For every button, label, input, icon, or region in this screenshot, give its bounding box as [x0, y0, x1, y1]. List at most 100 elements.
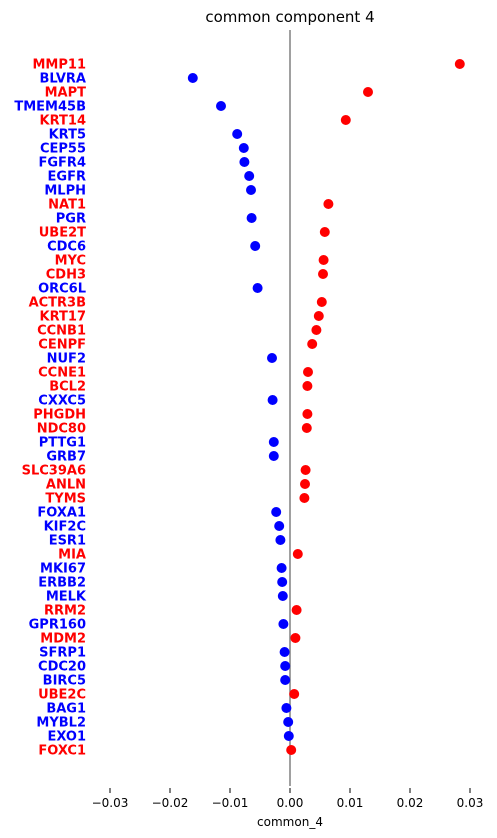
gene-label: KRT5	[49, 128, 86, 143]
data-point	[276, 563, 287, 573]
gene-label: MYBL2	[36, 716, 86, 731]
data-point	[277, 591, 288, 601]
gene-label: NDC80	[37, 422, 86, 437]
data-point	[454, 59, 465, 69]
gene-label: SFRP1	[39, 646, 86, 661]
data-point	[252, 283, 263, 293]
gene-label: MIA	[58, 548, 86, 563]
gene-label: ORC6L	[38, 282, 86, 297]
gene-label: KRT14	[40, 114, 86, 129]
gene-labels: MMP11BLVRAMAPTTMEM45BKRT14KRT5CEP55FGFR4…	[14, 58, 87, 759]
data-point	[271, 507, 282, 517]
data-point	[313, 311, 324, 321]
data-points	[187, 59, 465, 755]
data-point	[292, 549, 303, 559]
data-point	[267, 395, 278, 405]
gene-label: ESR1	[49, 534, 86, 549]
data-point	[250, 241, 261, 251]
data-point	[280, 661, 291, 671]
gene-label: PTTG1	[39, 436, 86, 451]
data-point	[291, 605, 302, 615]
data-point	[246, 213, 257, 223]
x-tick-label: 0.03	[457, 796, 484, 810]
x-axis-label: common_4	[257, 815, 323, 829]
data-point	[267, 353, 277, 363]
data-point	[318, 269, 328, 279]
data-point	[299, 493, 310, 503]
data-point	[279, 647, 290, 657]
gene-label: MKI67	[40, 562, 86, 577]
gene-label: BLVRA	[39, 72, 86, 87]
gene-label: FOXA1	[37, 506, 86, 521]
data-point	[340, 115, 351, 125]
data-point	[280, 675, 291, 685]
data-point	[316, 297, 327, 307]
data-point	[303, 367, 313, 377]
data-point	[302, 381, 313, 391]
gene-label: TMEM45B	[14, 100, 86, 115]
data-point	[283, 731, 294, 741]
gene-label: CCNB1	[37, 324, 86, 339]
gene-label: PHGDH	[33, 408, 86, 423]
gene-label: ANLN	[46, 478, 86, 493]
data-point	[281, 703, 292, 713]
gene-label: FOXC1	[38, 744, 86, 759]
data-point	[318, 255, 329, 265]
gene-label: RRM2	[44, 604, 86, 619]
gene-label: CDC6	[47, 240, 86, 255]
gene-label: CDC20	[38, 660, 86, 675]
gene-label: NAT1	[48, 198, 86, 213]
data-point	[238, 143, 249, 153]
data-point	[302, 409, 313, 419]
data-point	[268, 451, 279, 461]
x-tick-label: 0.01	[337, 796, 364, 810]
x-tick-label: −0.01	[212, 796, 249, 810]
gene-label: GRB7	[46, 450, 86, 465]
data-point	[307, 339, 318, 349]
x-tick-label: 0.02	[397, 796, 424, 810]
gene-label: BIRC5	[43, 674, 86, 689]
data-point	[319, 227, 330, 237]
gene-label: CCNE1	[38, 366, 86, 381]
gene-label: KIF2C	[44, 520, 86, 535]
data-point	[268, 437, 279, 447]
data-point	[275, 535, 286, 545]
x-tick-label: 0.00	[277, 796, 304, 810]
gene-label: FGFR4	[39, 156, 87, 171]
data-point	[289, 689, 300, 699]
gene-label: NUF2	[47, 352, 86, 367]
data-point	[283, 717, 294, 727]
x-tick-label: −0.03	[92, 796, 129, 810]
gene-label: MMP11	[33, 58, 87, 73]
gene-label: UBE2C	[38, 688, 86, 703]
gene-label: EXO1	[47, 730, 86, 745]
gene-label: SLC39A6	[22, 464, 86, 479]
gene-label: TYMS	[45, 492, 86, 507]
gene-label: CXXC5	[38, 394, 86, 409]
data-point	[278, 619, 289, 629]
data-point	[300, 479, 310, 489]
chart-title: common component 4	[205, 8, 374, 26]
gene-label: EGFR	[48, 170, 86, 185]
data-point	[323, 199, 334, 209]
x-tick-label: −0.02	[152, 796, 189, 810]
data-point	[301, 423, 312, 433]
data-point	[187, 73, 198, 83]
gene-label: GPR160	[29, 618, 86, 633]
data-point	[290, 633, 301, 643]
data-point	[246, 185, 256, 195]
data-point	[239, 157, 250, 167]
data-point	[311, 325, 322, 335]
gene-label: CDH3	[46, 268, 86, 283]
data-point	[363, 87, 373, 97]
gene-label: ERBB2	[38, 576, 86, 591]
gene-label: ACTR3B	[29, 296, 86, 311]
data-point	[244, 171, 255, 181]
gene-label: BAG1	[46, 702, 86, 717]
gene-label: MAPT	[45, 86, 87, 101]
gene-label: CENPF	[38, 338, 86, 353]
gene-label: MLPH	[44, 184, 86, 199]
gene-label: MDM2	[40, 632, 86, 647]
